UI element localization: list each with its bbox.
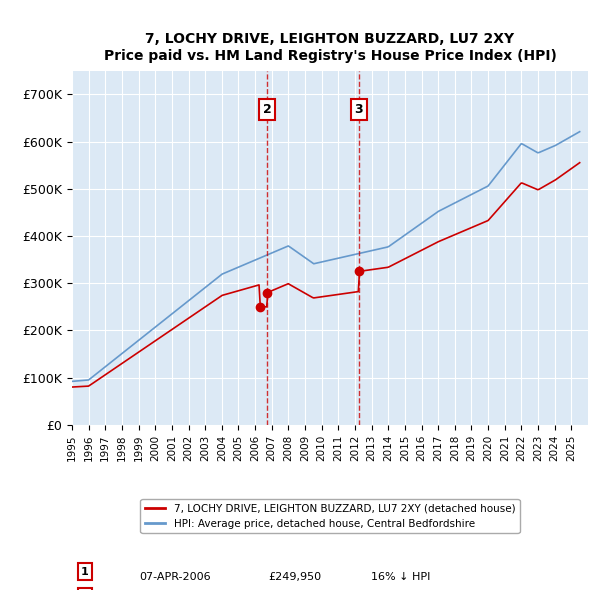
Text: 1: 1 — [81, 567, 89, 576]
Title: 7, LOCHY DRIVE, LEIGHTON BUZZARD, LU7 2XY
Price paid vs. HM Land Registry's Hous: 7, LOCHY DRIVE, LEIGHTON BUZZARD, LU7 2X… — [104, 32, 556, 63]
Text: 16% ↓ HPI: 16% ↓ HPI — [371, 572, 431, 582]
Text: 3: 3 — [355, 103, 363, 116]
Text: 07-APR-2006: 07-APR-2006 — [139, 572, 211, 582]
Text: 2: 2 — [263, 103, 272, 116]
Legend: 7, LOCHY DRIVE, LEIGHTON BUZZARD, LU7 2XY (detached house), HPI: Average price, : 7, LOCHY DRIVE, LEIGHTON BUZZARD, LU7 2X… — [140, 499, 520, 533]
Text: £249,950: £249,950 — [268, 572, 321, 582]
